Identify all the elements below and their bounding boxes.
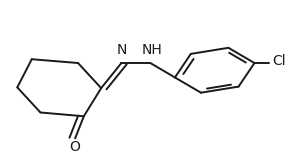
Text: NH: NH — [141, 43, 162, 57]
Text: N: N — [116, 43, 127, 57]
Text: Cl: Cl — [272, 55, 286, 69]
Text: O: O — [70, 140, 81, 154]
